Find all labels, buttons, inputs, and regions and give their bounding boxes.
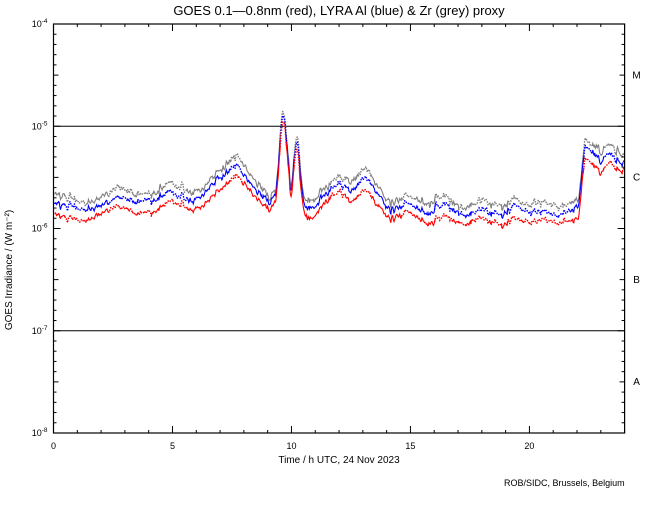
- svg-text:GOES 0.1—0.8nm (red), LYRA Al: GOES 0.1—0.8nm (red), LYRA Al (blue) & Z…: [173, 3, 505, 18]
- svg-text:0: 0: [51, 441, 56, 451]
- svg-text:B: B: [633, 275, 640, 286]
- svg-text:10: 10: [286, 441, 296, 451]
- svg-text:20: 20: [524, 441, 534, 451]
- svg-text:Time / h UTC, 24 Nov 2023: Time / h UTC, 24 Nov 2023: [278, 455, 400, 466]
- svg-text:C: C: [633, 173, 640, 184]
- svg-text:ROB/SIDC, Brussels, Belgium: ROB/SIDC, Brussels, Belgium: [504, 478, 625, 488]
- svg-text:M: M: [632, 70, 640, 81]
- svg-text:15: 15: [405, 441, 415, 451]
- svg-text:5: 5: [170, 441, 175, 451]
- svg-text:GOES Irradiance / (W m⁻²): GOES Irradiance / (W m⁻²): [4, 210, 15, 330]
- svg-text:A: A: [633, 377, 640, 388]
